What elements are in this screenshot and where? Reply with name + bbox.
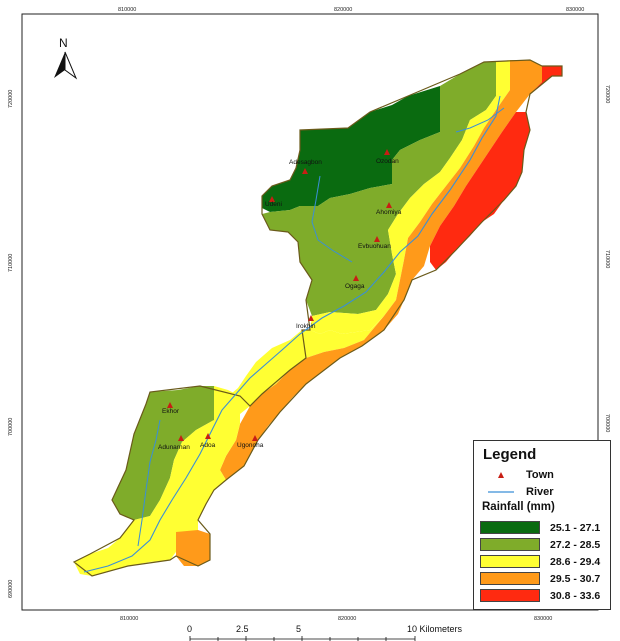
legend-class-row-5: 30.8 - 33.6 [480,589,600,602]
coord-right-1: 720000 [604,85,610,103]
scale-bar: 0 2.5 5 10 Kilometers [187,624,463,641]
scale-tick-0: 0 [187,624,192,634]
town-marker-irokhin [308,315,314,321]
zone-27-2-28-5-south [112,386,214,520]
boundary-outline [72,59,563,577]
north-arrow: N [54,36,78,80]
town-label-ozodan: Ozodan [376,158,399,165]
river-tributary-2 [137,419,161,547]
town-label-evbuohuan: Evbuohuan [358,243,391,250]
town-marker-adunarnan [178,435,184,441]
zone-25-1-27-1 [262,86,440,212]
legend-swatch-3 [480,555,540,568]
coord-left-2: 710000 [8,254,14,272]
town-label-irokhin: Irokhin [296,323,316,330]
legend: Legend Town River Rainfall (mm) 25.1 - 2… [473,440,611,610]
legend-class-row-4: 29.5 - 30.7 [480,572,600,585]
river-tributary-3 [455,107,505,133]
town-marker-adoa [205,433,211,439]
legend-town-row: Town [484,469,554,481]
town-marker-adesagbon [302,168,308,174]
legend-river-row: River [484,486,554,498]
legend-swatch-4 [480,572,540,585]
legend-rainfall-title: Rainfall (mm) [482,501,555,513]
coord-left-1: 720000 [8,90,14,108]
legend-swatch-2 [480,538,540,551]
town-marker-ahomiya [386,202,392,208]
town-marker-ozodan [384,149,390,155]
coord-left-4: 690000 [8,580,14,598]
coord-bottom-1: 810000 [120,616,138,622]
coord-right-3: 700000 [604,414,610,432]
zone-29-5-30-7-middle [220,300,404,480]
legend-swatch-5 [480,589,540,602]
town-marker-ugonoha [252,435,258,441]
legend-class-label-2: 27.2 - 28.5 [550,538,601,551]
town-label-ekhor: Ekhor [162,408,180,415]
town-label-ugonoha: Ugonoha [237,442,264,449]
legend-town-label: Town [526,469,554,481]
town-labels: Ozodan Adesagbon Udeni Ahomiya Evbuohuan… [158,158,402,451]
legend-class-label-3: 28.6 - 29.4 [550,555,601,568]
river [83,95,501,573]
scale-tick-2-5: 2.5 [236,624,249,634]
town-label-udeni: Udeni [265,201,282,208]
zone-28-6-29-4-south [74,386,240,576]
legend-river-label: River [526,486,554,498]
legend-title: Legend [483,446,537,463]
zone-29-5-30-7-south [176,530,210,566]
zone-28-6-29-4-middle [210,316,384,424]
coord-bottom-2: 820000 [338,616,356,622]
town-marker-evbuohuan [374,236,380,242]
town-label-ogaga: Ogaga [345,283,365,290]
scale-tick-10: 10 Kilometers [407,624,463,634]
town-symbol-icon [484,469,518,481]
town-label-adunarnan: Adunarnan [158,444,190,451]
scale-bar-line [189,636,416,641]
coord-right-2: 710000 [604,250,610,268]
coord-left-3: 700000 [8,418,14,436]
town-label-adoa: Adoa [200,442,216,449]
towns [167,149,392,441]
legend-class-row-1: 25.1 - 27.1 [480,521,600,534]
river-tributary-1 [311,175,353,263]
legend-class-label-4: 29.5 - 30.7 [550,572,601,585]
legend-class-label-1: 25.1 - 27.1 [550,521,601,534]
zone-30-8-33-6-north [430,66,562,270]
town-label-ahomiya: Ahomiya [376,209,402,216]
scale-tick-5: 5 [296,624,301,634]
legend-swatch-1 [480,521,540,534]
river-symbol-icon [484,486,518,498]
legend-class-label-5: 30.8 - 33.6 [550,589,601,602]
zone-29-5-30-7-north [396,60,542,300]
coord-bottom-3: 830000 [534,616,552,622]
town-marker-ogaga [353,275,359,281]
coord-top-1: 810000 [118,7,136,13]
coord-top-3: 830000 [566,7,584,13]
town-marker-ekhor [167,402,173,408]
zone-27-2-28-5 [262,62,496,316]
town-label-adesagbon: Adesagbon [289,159,322,166]
north-label: N [59,36,68,50]
town-marker-udeni [269,196,275,202]
coord-top-2: 820000 [334,7,352,13]
legend-class-row-3: 28.6 - 29.4 [480,555,600,568]
legend-class-row-2: 27.2 - 28.5 [480,538,600,551]
